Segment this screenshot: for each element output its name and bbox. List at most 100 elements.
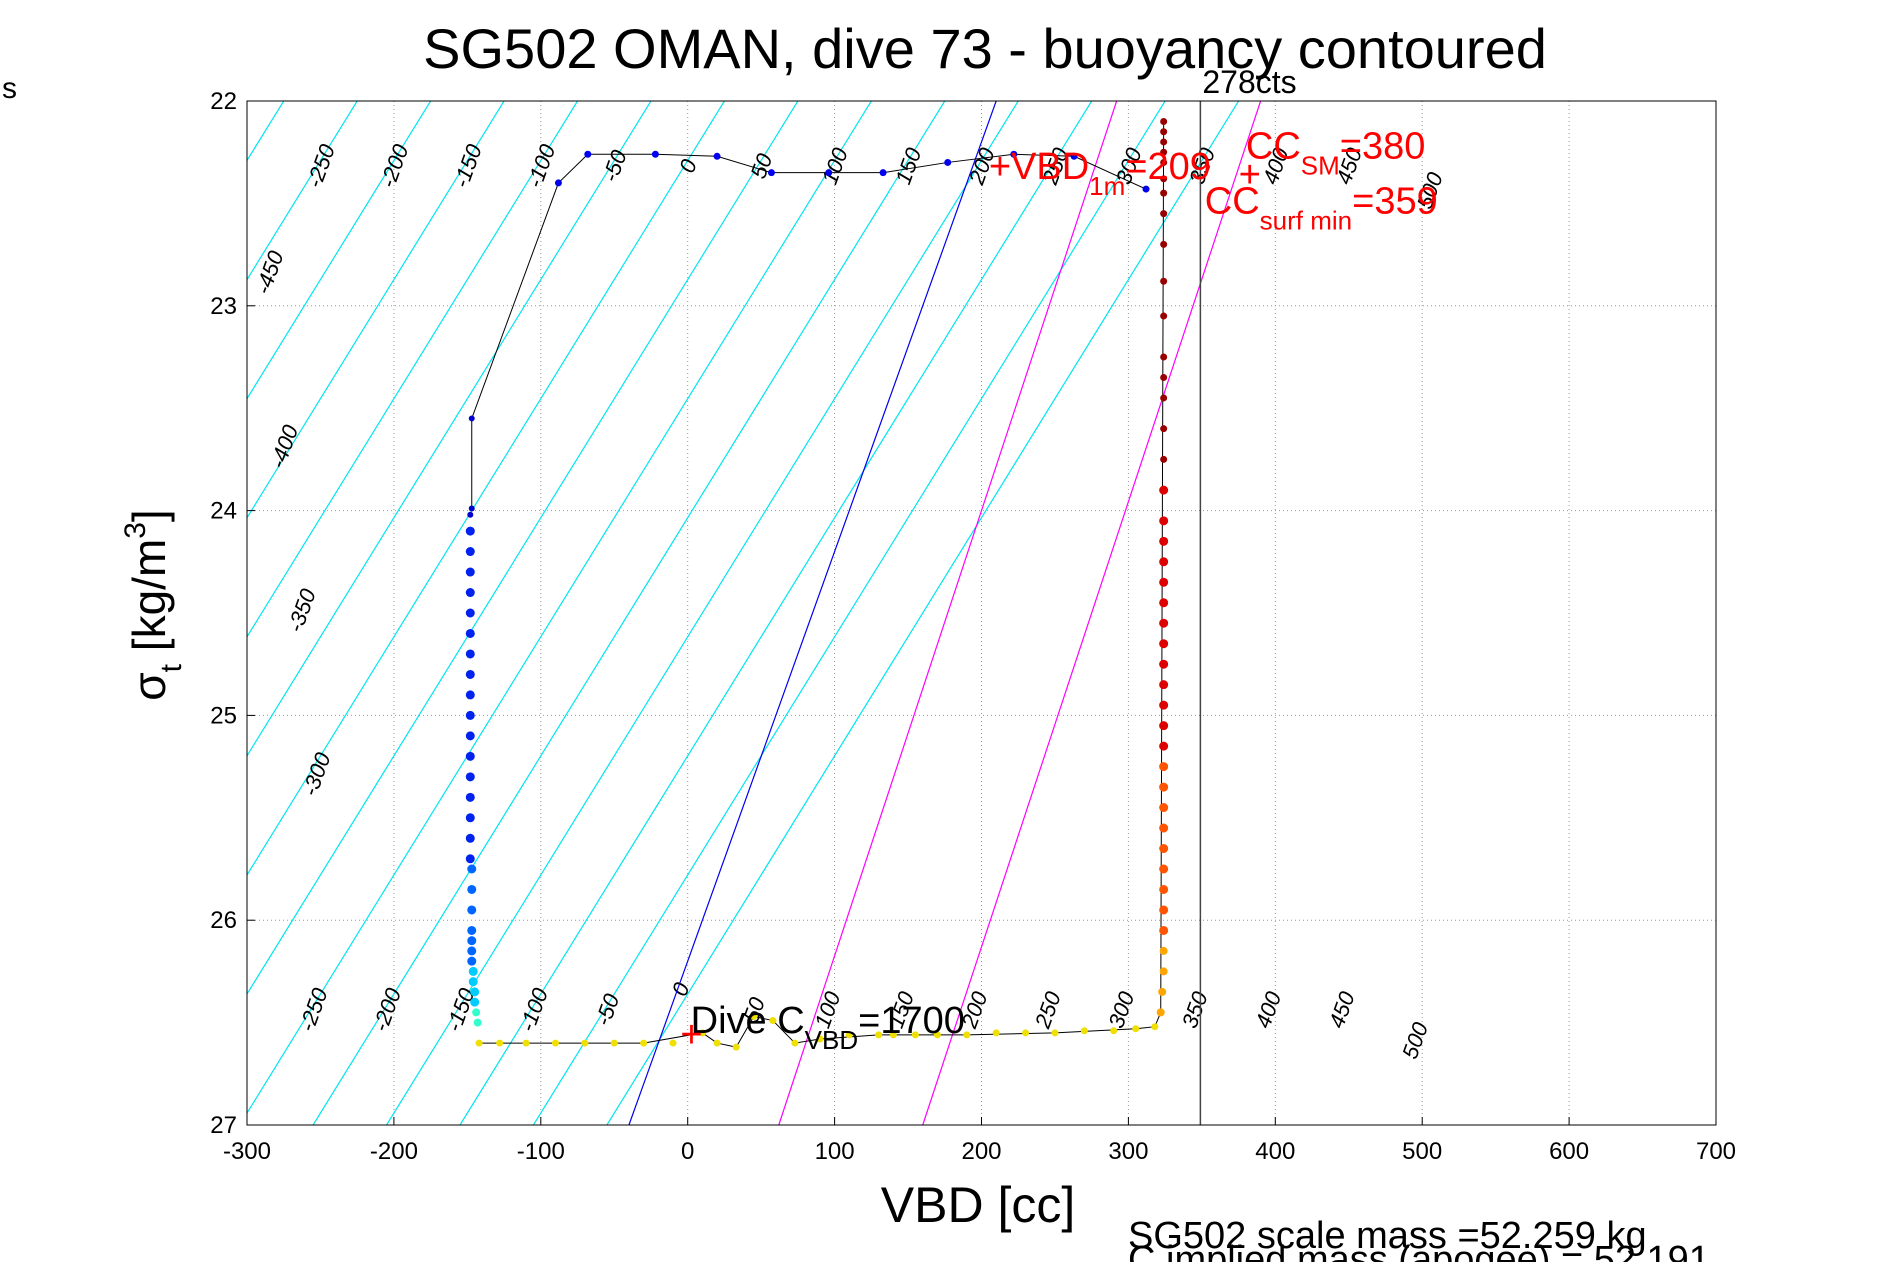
data-points <box>465 117 1169 1051</box>
annotation: +VBD1m=209 <box>989 146 1211 201</box>
data-point <box>467 936 477 946</box>
data-point <box>1160 210 1168 218</box>
data-point <box>1159 864 1169 874</box>
x-tick-label: 600 <box>1549 1138 1589 1165</box>
contour-line <box>247 101 432 400</box>
data-point <box>1160 148 1168 156</box>
data-point <box>465 669 475 679</box>
data-point <box>1159 844 1169 854</box>
data-point <box>1159 803 1169 813</box>
data-point <box>1159 884 1169 894</box>
data-point <box>467 884 477 894</box>
annotation-main: CC <box>1205 181 1260 223</box>
annotation: CCsurf min=359 <box>1205 181 1438 236</box>
data-point <box>791 1039 799 1047</box>
data-point <box>465 731 475 741</box>
data-point <box>1160 117 1168 125</box>
data-point <box>554 179 562 187</box>
data-point <box>698 1029 706 1037</box>
data-point <box>1158 987 1167 996</box>
data-point <box>465 649 475 659</box>
contour-line <box>247 101 579 638</box>
y-label-sup: 3 <box>119 522 152 539</box>
contour-line <box>247 101 358 281</box>
contour-line <box>247 101 872 1115</box>
data-point <box>1159 925 1169 935</box>
data-point <box>767 169 775 177</box>
data-point <box>465 690 475 700</box>
annotation-sub: surf min <box>1260 206 1352 236</box>
data-point <box>963 1031 971 1039</box>
data-point <box>581 1039 589 1047</box>
data-point <box>1160 455 1168 463</box>
gridlines <box>246 100 1717 1126</box>
data-point <box>1159 639 1169 649</box>
data-point <box>732 1043 740 1051</box>
contour-line <box>247 101 725 877</box>
annotation-tail: =209 <box>1125 146 1211 188</box>
y-label-sub: t <box>155 663 188 672</box>
data-point <box>1159 782 1169 792</box>
data-point <box>1160 240 1168 248</box>
data-point <box>669 1039 677 1047</box>
data-point <box>472 1008 481 1017</box>
data-point <box>1159 762 1169 772</box>
data-point <box>465 567 475 577</box>
data-point <box>1080 1027 1088 1035</box>
y-tick-label: 26 <box>210 907 237 934</box>
data-point <box>1051 1029 1059 1037</box>
footer-text: SG502 scale mass =52.259 kgC implied mas… <box>1128 1215 1710 1267</box>
data-point <box>1160 277 1168 285</box>
data-point <box>1159 721 1169 731</box>
data-point <box>825 169 833 177</box>
data-point <box>640 1039 648 1047</box>
data-point <box>1159 967 1168 976</box>
y-label-close: ] <box>123 509 175 522</box>
data-point <box>1160 158 1168 166</box>
annotation: CCSM=380 <box>1246 125 1425 180</box>
cts-label: 278cts <box>1202 64 1296 100</box>
data-point <box>1070 152 1078 160</box>
data-point <box>468 415 475 422</box>
data-point <box>651 150 659 158</box>
data-point <box>467 905 477 915</box>
corner-label: s <box>2 72 17 105</box>
contour-labels: -250 -200 -150 -100 -50 0 50 100 150 200 250 300 350… <box>250 140 1448 1062</box>
data-point <box>1159 823 1169 833</box>
data-point <box>465 854 475 864</box>
data-point <box>1160 189 1168 197</box>
y-tick-label: 25 <box>210 702 237 729</box>
annotation-tail: =1700 <box>858 1000 965 1042</box>
annotation-tail: =359 <box>1352 181 1438 223</box>
data-point <box>584 150 592 158</box>
x-tick-label: -200 <box>370 1138 418 1165</box>
reference-line-magenta2 <box>922 101 1262 1125</box>
data-point <box>473 1018 482 1027</box>
data-point <box>1160 175 1168 183</box>
data-point <box>468 505 475 512</box>
data-point <box>1160 373 1168 381</box>
y-tick-label: 22 <box>210 88 237 115</box>
x-tick-label: 200 <box>961 1138 1001 1165</box>
data-point <box>1159 485 1169 495</box>
data-point <box>465 628 475 638</box>
x-tick-label: 300 <box>1108 1138 1148 1165</box>
data-point <box>496 1039 504 1047</box>
data-point <box>1151 1023 1159 1031</box>
annotation-sub: SM <box>1301 150 1340 180</box>
data-point <box>467 925 477 935</box>
data-point <box>522 1039 530 1047</box>
contour-line <box>606 101 1240 1125</box>
data-point <box>465 547 475 557</box>
chart-title: SG502 OMAN, dive 73 - buoyancy contoured <box>423 17 1547 80</box>
data-point <box>465 833 475 843</box>
annotation-main: + <box>680 1014 702 1056</box>
data-point <box>1142 185 1150 193</box>
data-point <box>465 772 475 782</box>
data-point <box>1160 128 1168 136</box>
reference-lines <box>628 101 1262 1125</box>
data-point <box>1159 659 1169 669</box>
data-point <box>1160 353 1168 361</box>
